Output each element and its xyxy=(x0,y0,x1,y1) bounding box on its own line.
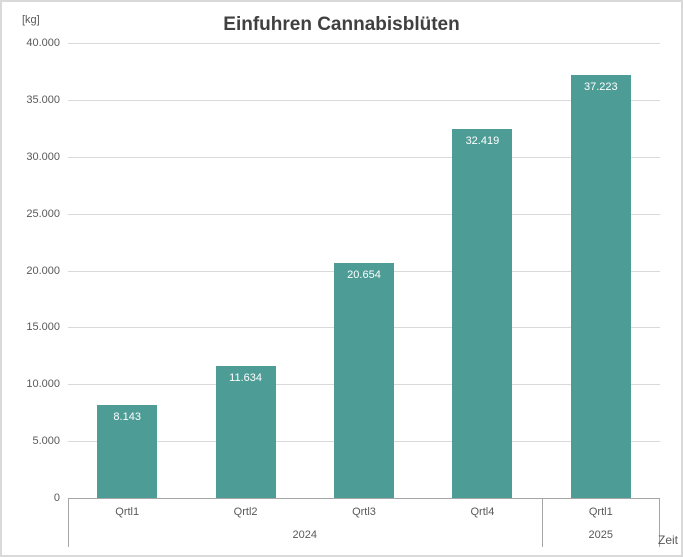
bar: 11.634 xyxy=(215,365,276,498)
y-tick-label: 0 xyxy=(53,492,60,504)
gridline xyxy=(68,156,660,158)
gridline xyxy=(68,99,660,101)
category-label: Qrtl4 xyxy=(470,506,495,518)
axis-group-divider xyxy=(541,499,543,547)
bar-value-label: 8.143 xyxy=(113,411,141,424)
bar: 8.143 xyxy=(97,405,158,498)
chart-title: Einfuhren Cannabisblüten xyxy=(223,14,460,35)
axis-group-divider xyxy=(659,499,660,547)
bar-value-label: 37.223 xyxy=(583,80,618,93)
category-label: Qrtl1 xyxy=(115,506,140,518)
gridline xyxy=(68,43,660,44)
y-tick-label: 20.000 xyxy=(26,264,60,277)
y-tick-label: 10.000 xyxy=(26,378,60,391)
plot-area: 8.143 11.634 20.654 32.419 37.223 xyxy=(68,43,660,498)
y-tick-label: 5.000 xyxy=(32,435,60,448)
category-label: Qrtl2 xyxy=(233,506,258,518)
x-axis-title: Zeit xyxy=(658,533,679,547)
gridline xyxy=(68,213,660,215)
y-axis-unit-label: [kg] xyxy=(22,14,40,26)
y-tick-label: 30.000 xyxy=(26,150,60,163)
category-label: Qrtl3 xyxy=(352,506,376,518)
bar: 20.654 xyxy=(334,263,394,498)
y-tick-label: 25.000 xyxy=(26,207,60,220)
bar-value-label: 11.634 xyxy=(229,371,262,384)
group-year-label: 2025 xyxy=(588,529,614,541)
bar: 32.419 xyxy=(452,129,513,498)
axis-group-divider xyxy=(68,499,69,547)
category-label: Qrtl1 xyxy=(588,506,613,518)
bar: 37.223 xyxy=(570,74,631,498)
y-tick-label: 15.000 xyxy=(26,321,60,334)
y-axis-tick-labels: 40.000 35.000 30.000 25.000 20.000 15.000 10.0… xyxy=(2,37,60,504)
bar-value-label: 32.419 xyxy=(465,135,500,148)
bar-value-label: 20.654 xyxy=(347,269,381,282)
y-tick-label: 40.000 xyxy=(26,37,60,49)
y-tick-label: 35.000 xyxy=(26,93,60,106)
x-axis-category-area: Qrtl1 Qrtl2 Qrtl3 Qrtl4 Qrtl1 2024 2025 xyxy=(68,498,660,547)
group-year-label: 2024 xyxy=(292,529,318,541)
